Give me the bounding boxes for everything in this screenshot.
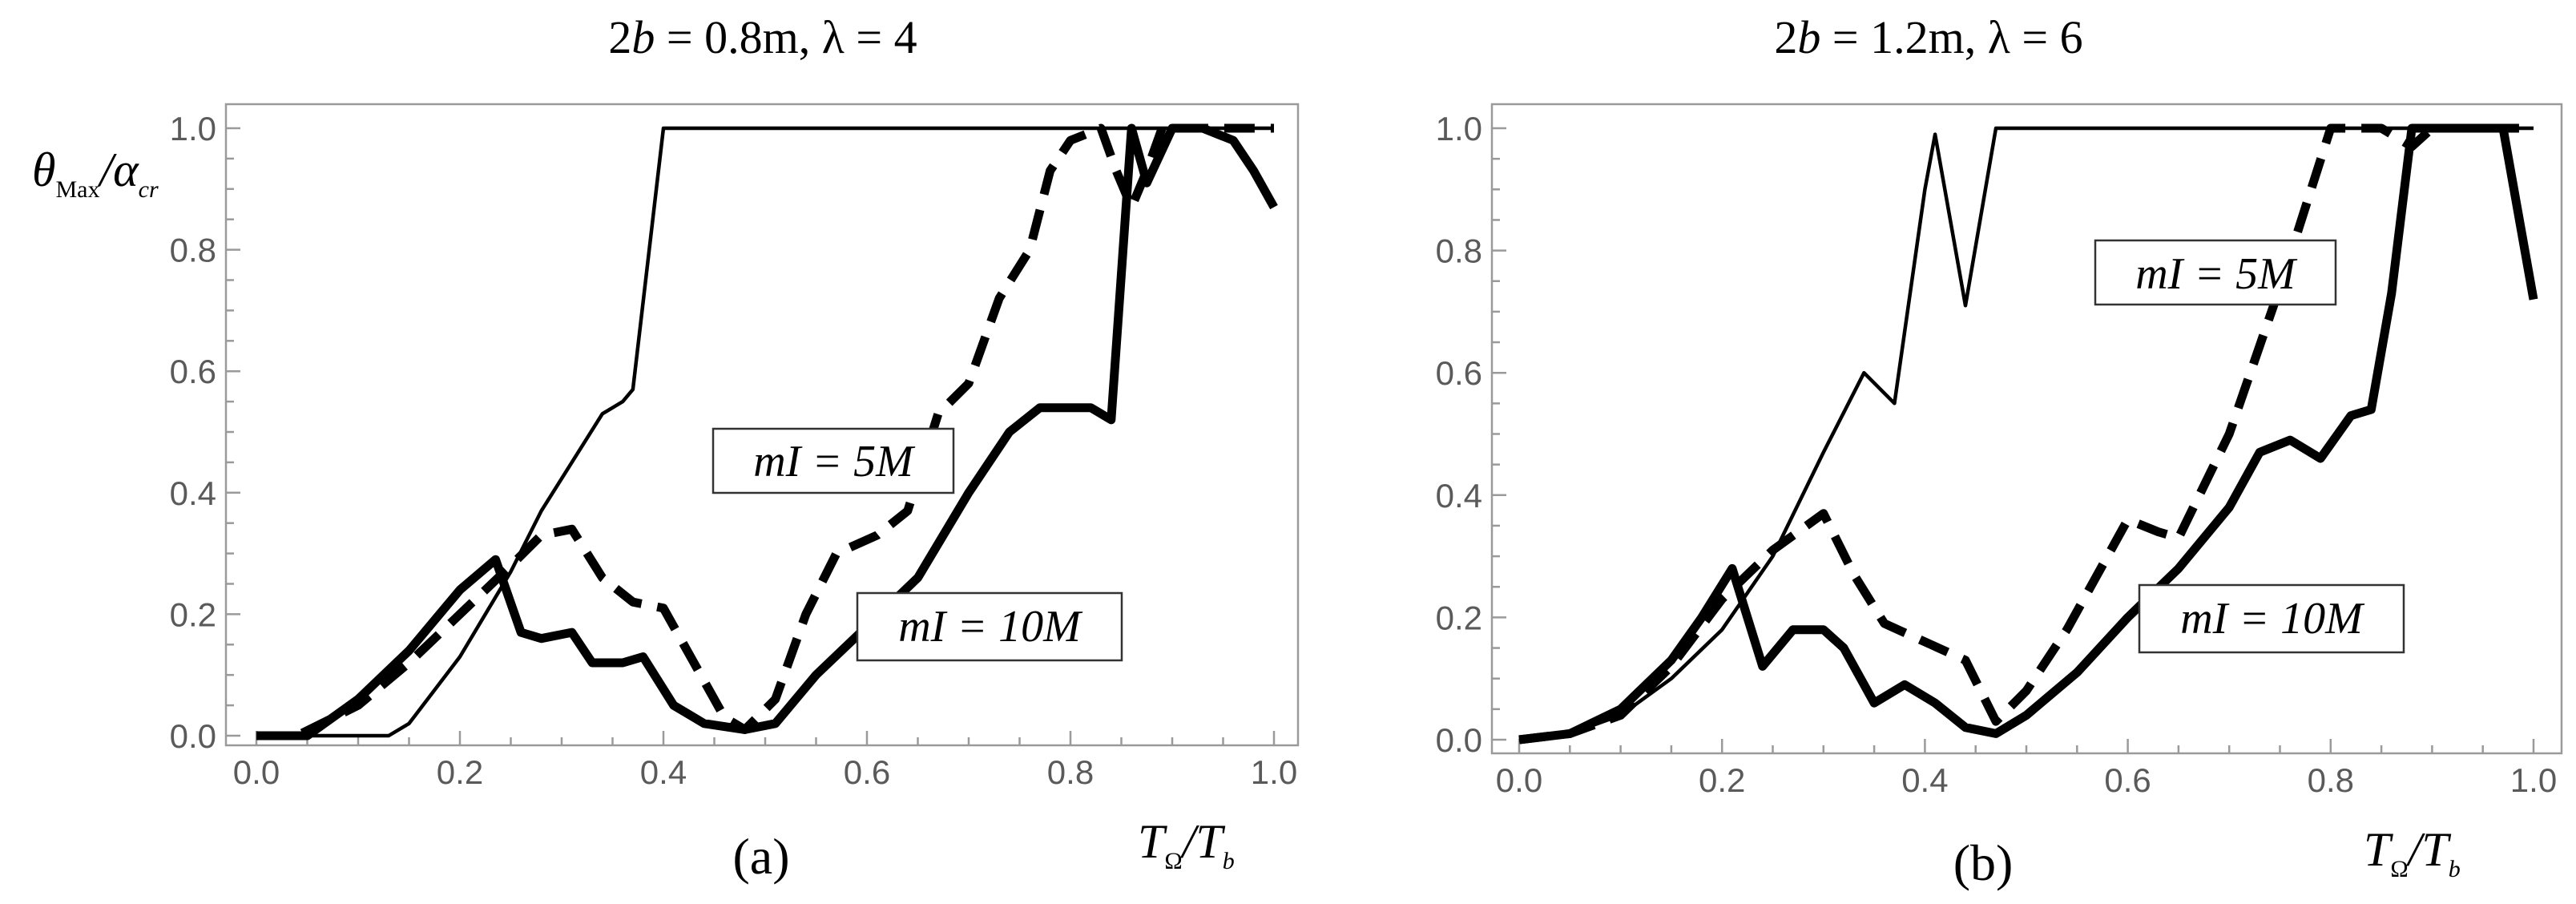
panel-b-title: 2b = 1.2m, λ = 6 [1774, 11, 2082, 63]
panel-a-y-axis-label: θMax/αcr [32, 143, 159, 203]
panel-b-y-tick-labels: 0.0 0.2 0.4 0.6 0.8 1.0 [1436, 110, 1482, 759]
y-tick-label: 0.6 [170, 353, 216, 390]
x-tick-label: 0.2 [1699, 761, 1745, 799]
panel-b-x-axis-label: TΩ/Tb [2364, 823, 2461, 882]
series-line-thin-solid [256, 126, 1274, 738]
x-tick-label: 0.4 [640, 753, 687, 791]
svg-text:mI = 5M: mI = 5M [753, 437, 916, 486]
svg-text:mI = 5M: mI = 5M [2135, 249, 2298, 299]
x-tick-label: 1.0 [2510, 761, 2557, 799]
y-tick-label: 0.0 [1436, 721, 1482, 759]
panel-a-x-tick-labels: 0.0 0.2 0.4 0.6 0.8 1.0 [233, 753, 1297, 791]
panel-a-frame [224, 103, 1300, 747]
y-tick-label: 0.6 [1436, 354, 1482, 392]
series-line-thick-solid [1518, 123, 2538, 745]
panel-a-annotation-10M: mI = 10M [856, 591, 1123, 662]
x-tick-label: 1.0 [1251, 753, 1297, 791]
y-tick-label: 0.2 [1436, 599, 1482, 636]
y-tick-label: 1.0 [1436, 110, 1482, 147]
series-line-thick-solid [256, 123, 1278, 741]
x-tick-label: 0.0 [1496, 761, 1542, 799]
panel-b: 2b = 1.2m, λ = 6 0.0 0.2 0.4 0.6 0.8 1.0 0.00… [1436, 11, 2563, 891]
x-tick-label: 0.6 [844, 753, 890, 791]
panel-b-series [1518, 123, 2538, 745]
panel-a-annotation-5M: mI = 5M [712, 427, 955, 494]
y-tick-label: 0.2 [170, 595, 216, 633]
x-tick-label: 0.8 [2308, 761, 2354, 799]
series-line-thin-solid [1518, 126, 2534, 742]
svg-text:mI = 10M: mI = 10M [898, 602, 1083, 652]
series-line-dashed [1518, 123, 2534, 745]
svg-text:mI = 10M: mI = 10M [2180, 594, 2365, 644]
panel-b-annotation-10M: mI = 10M [2138, 583, 2405, 654]
panel-a-ticks [226, 127, 1276, 745]
y-tick-label: 0.4 [1436, 477, 1482, 515]
y-tick-label: 0.8 [1436, 232, 1482, 270]
panel-a-x-axis-label: TΩ/Tb [1138, 815, 1235, 874]
panel-a-series [256, 123, 1278, 741]
panel-b-caption: (b) [1953, 834, 2014, 891]
panel-a-title: 2b = 0.8m, λ = 4 [608, 11, 917, 63]
y-tick-label: 0.0 [170, 717, 216, 755]
x-tick-label: 0.2 [437, 753, 483, 791]
y-tick-label: 0.8 [170, 232, 216, 269]
x-tick-label: 0.0 [233, 753, 280, 791]
y-tick-label: 1.0 [170, 110, 216, 147]
x-tick-label: 0.6 [2104, 761, 2151, 799]
panel-a: 2b = 0.8m, λ = 4 0.0 0.2 0.4 0.6 0.8 1.0 0.00… [32, 11, 1300, 885]
panel-b-annotation-5M: mI = 5M [2094, 239, 2337, 306]
y-tick-label: 0.4 [170, 474, 216, 512]
panel-a-y-tick-labels: 0.0 0.2 0.4 0.6 0.8 1.0 [170, 110, 216, 755]
x-tick-label: 0.4 [1901, 761, 1948, 799]
panel-a-caption: (a) [732, 828, 789, 885]
panel-b-ticks [1492, 127, 2535, 753]
x-tick-label: 0.8 [1047, 753, 1094, 791]
panel-b-x-tick-labels: 0.0 0.2 0.4 0.6 0.8 1.0 [1496, 761, 2557, 799]
